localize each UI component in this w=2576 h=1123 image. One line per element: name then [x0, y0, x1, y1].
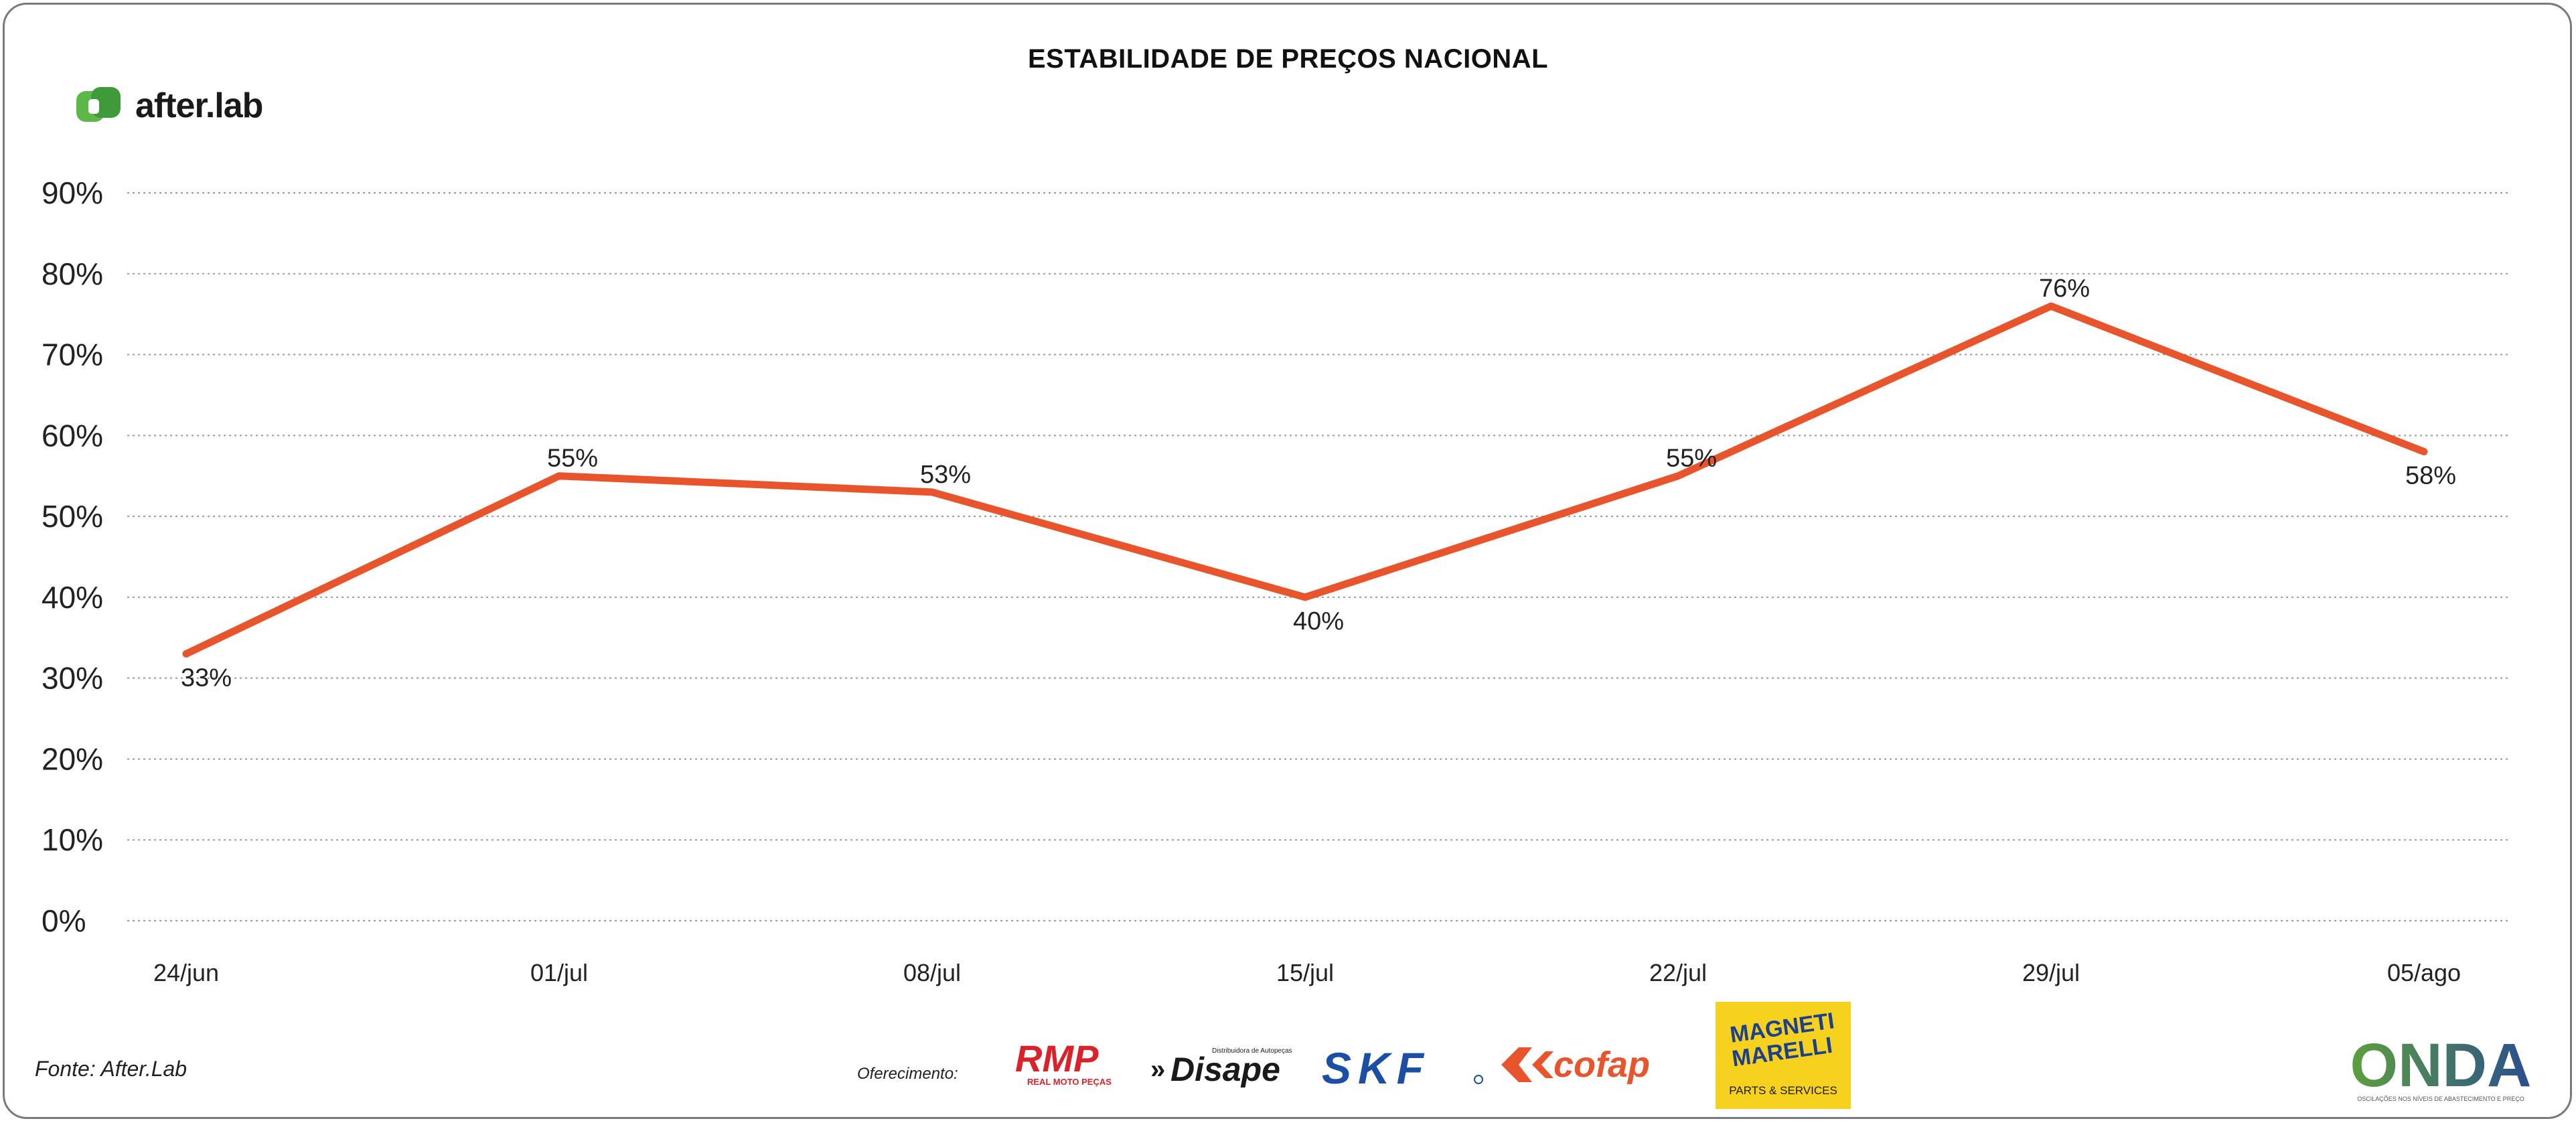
y-tick-label: 40% — [42, 580, 103, 615]
disape-logo-subtext: Distribuidora de Autopeças — [1212, 1047, 1292, 1055]
y-tick-label: 10% — [42, 822, 103, 857]
rmp-logo: RMP REAL MOTO PEÇAS — [1015, 1039, 1112, 1087]
x-tick-label: 08/jul — [903, 959, 961, 986]
skf-logo-text: SKF — [1322, 1045, 1430, 1088]
y-tick-label: 0% — [42, 903, 86, 938]
y-tick-label: 90% — [42, 175, 103, 210]
y-tick-label: 20% — [42, 741, 103, 776]
data-label: 55% — [1666, 445, 1717, 473]
onda-logo: ONDA OSCILAÇÕES NOS NÍVEIS DE ABASTECIME… — [2350, 1031, 2532, 1102]
y-tick-label: 30% — [42, 661, 103, 696]
cofap-logo-text: cofap — [1554, 1045, 1650, 1085]
y-tick-label: 60% — [42, 418, 103, 453]
disape-logo: » Disape Distribuidora de Autopeças — [1150, 1047, 1292, 1088]
skf-logo: SKF — [1322, 1045, 1483, 1088]
rmp-logo-subtext: REAL MOTO PEÇAS — [1027, 1077, 1112, 1087]
after-lab-logo-icon — [76, 87, 121, 122]
x-tick-label: 22/jul — [1649, 959, 1707, 986]
data-label: 58% — [2405, 461, 2456, 490]
svg-text:»: » — [1150, 1055, 1165, 1084]
y-tick-label: 50% — [42, 499, 103, 534]
disape-logo-text: Disape — [1170, 1051, 1280, 1088]
magneti-logo-subtext: PARTS & SERVICES — [1729, 1084, 1837, 1097]
chart-title: ESTABILIDADE DE PREÇOS NACIONAL — [1027, 44, 1549, 74]
y-tick-label: 80% — [42, 256, 103, 291]
rmp-logo-text: RMP — [1015, 1039, 1099, 1079]
y-tick-label: 70% — [42, 338, 103, 372]
data-label: 53% — [920, 461, 971, 489]
onda-logo-subtext: OSCILAÇÕES NOS NÍVEIS DE ABASTECIMENTO E… — [2357, 1096, 2524, 1102]
x-tick-label: 24/jun — [153, 959, 219, 986]
brand-logo: after.lab — [75, 86, 263, 126]
data-label: 55% — [547, 445, 598, 473]
x-tick-label: 05/ago — [2387, 959, 2461, 986]
onda-logo-text: ONDA — [2350, 1031, 2532, 1100]
series-line — [182, 302, 2428, 658]
cofap-logo: cofap — [1501, 1045, 1650, 1085]
x-tick-label: 01/jul — [530, 959, 588, 986]
chart-frame — [3, 3, 2572, 1119]
sponsor-label: Oferecimento: — [857, 1065, 958, 1083]
x-tick-label: 29/jul — [2022, 959, 2080, 986]
magneti-marelli-logo: MAGNETI MARELLI PARTS & SERVICES — [1716, 1002, 1851, 1109]
brand-name: after.lab — [135, 86, 263, 125]
data-label: 76% — [2039, 275, 2090, 303]
data-label: 40% — [1293, 607, 1344, 635]
data-label: 33% — [181, 664, 232, 692]
source-note: Fonte: After.Lab — [35, 1057, 187, 1081]
x-tick-label: 15/jul — [1276, 959, 1334, 986]
